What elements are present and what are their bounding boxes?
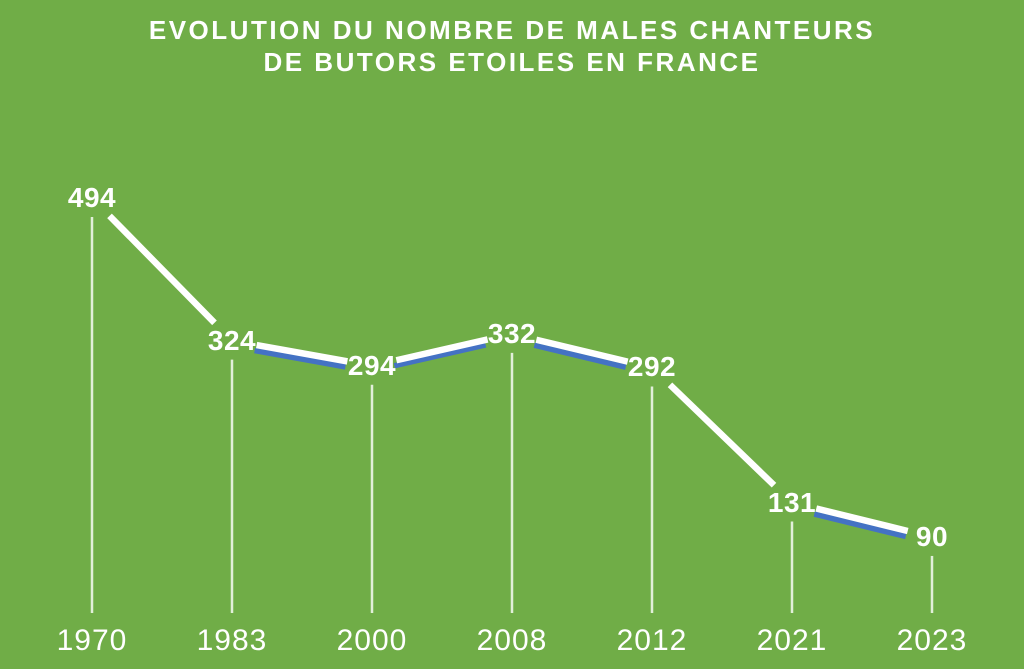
line-segment-shadow [813, 511, 907, 540]
data-point-value-label: 324 [207, 324, 257, 356]
data-point-value-label: 494 [67, 182, 117, 213]
line-segment [395, 336, 489, 364]
chart-title-line1: EVOLUTION DU NOMBRE DE MALES CHANTEURS [148, 15, 876, 45]
line-segment-shadow [533, 342, 627, 370]
line-segment [107, 213, 217, 326]
data-point-value-label: 131 [767, 486, 817, 518]
line-segment [667, 382, 777, 488]
line-segment [815, 505, 909, 535]
data-point-value-label: 294 [347, 349, 397, 381]
line-segment-shadow [393, 342, 487, 369]
line-segment [256, 341, 348, 365]
x-axis-year-label: 2008 [476, 624, 548, 657]
line-segment [535, 336, 629, 365]
x-axis-year-label: 1983 [196, 624, 268, 657]
data-point-value-label: 332 [487, 317, 537, 349]
data-point-value-label: 90 [915, 520, 949, 552]
x-axis-year-label: 2000 [336, 624, 408, 657]
x-axis-year-label: 2012 [616, 624, 688, 657]
x-axis-year-label: 1970 [56, 624, 128, 657]
chart-title-line2: DE BUTORS ETOILES EN FRANCE [263, 47, 761, 77]
x-axis-year-label: 2021 [756, 624, 828, 657]
line-segment-shadow [254, 347, 346, 370]
x-axis-year-label: 2023 [896, 624, 968, 657]
chart-title: EVOLUTION DU NOMBRE DE MALES CHANTEURS D… [0, 14, 1024, 78]
data-point-value-label: 292 [627, 351, 677, 383]
